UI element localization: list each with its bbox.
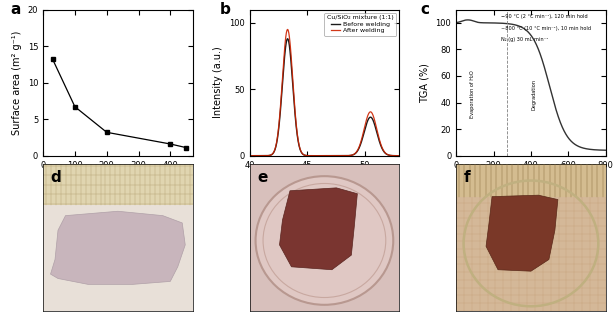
Bar	[43, 205, 192, 311]
Before welding	[310, 154, 317, 158]
Text: a: a	[10, 2, 20, 17]
After welding	[284, 28, 292, 31]
Text: −90 °C (2 °C min⁻¹), 120 min hold: −90 °C (2 °C min⁻¹), 120 min hold	[501, 14, 588, 19]
Text: e: e	[257, 170, 268, 185]
Polygon shape	[486, 195, 558, 271]
Line: Before welding: Before welding	[250, 39, 399, 156]
Y-axis label: Surface area (m² g⁻¹): Surface area (m² g⁻¹)	[12, 30, 22, 135]
Y-axis label: TGA (%): TGA (%)	[420, 63, 430, 102]
After welding	[263, 154, 271, 158]
After welding	[376, 140, 384, 144]
Line: After welding: After welding	[250, 29, 399, 156]
Before welding	[284, 37, 292, 41]
Legend: Before welding, After welding: Before welding, After welding	[324, 13, 396, 36]
Text: b: b	[220, 2, 231, 17]
X-axis label: Particle diameter (nm): Particle diameter (nm)	[63, 175, 173, 185]
Bar	[43, 165, 192, 205]
Ellipse shape	[256, 176, 393, 305]
Before welding	[246, 154, 253, 158]
Polygon shape	[279, 188, 357, 270]
X-axis label: Temperature (°C): Temperature (°C)	[489, 175, 573, 185]
After welding	[246, 154, 253, 158]
Text: N₂ (g) 30 mL min⁻¹: N₂ (g) 30 mL min⁻¹	[501, 37, 548, 42]
After welding	[392, 154, 400, 158]
Before welding	[303, 154, 311, 158]
After welding	[303, 154, 311, 158]
Before welding	[263, 154, 271, 158]
Before welding	[392, 154, 400, 158]
Text: f: f	[464, 170, 470, 185]
After welding	[395, 154, 403, 158]
Text: c: c	[420, 2, 429, 17]
Before welding	[376, 142, 384, 146]
Before welding	[395, 154, 403, 158]
Text: Degradation: Degradation	[531, 79, 536, 110]
Y-axis label: Intensity (a.u.): Intensity (a.u.)	[213, 47, 223, 119]
X-axis label: 2 theta (deg): 2 theta (deg)	[292, 175, 357, 185]
Text: d: d	[50, 170, 62, 185]
After welding	[310, 154, 317, 158]
Before welding	[272, 146, 279, 150]
Text: ~800 °C (10 °C min⁻¹), 10 min hold: ~800 °C (10 °C min⁻¹), 10 min hold	[501, 26, 591, 31]
Text: Evaporation of H₂O: Evaporation of H₂O	[470, 70, 475, 118]
Bar	[456, 165, 606, 197]
After welding	[272, 145, 279, 149]
Polygon shape	[50, 211, 185, 284]
